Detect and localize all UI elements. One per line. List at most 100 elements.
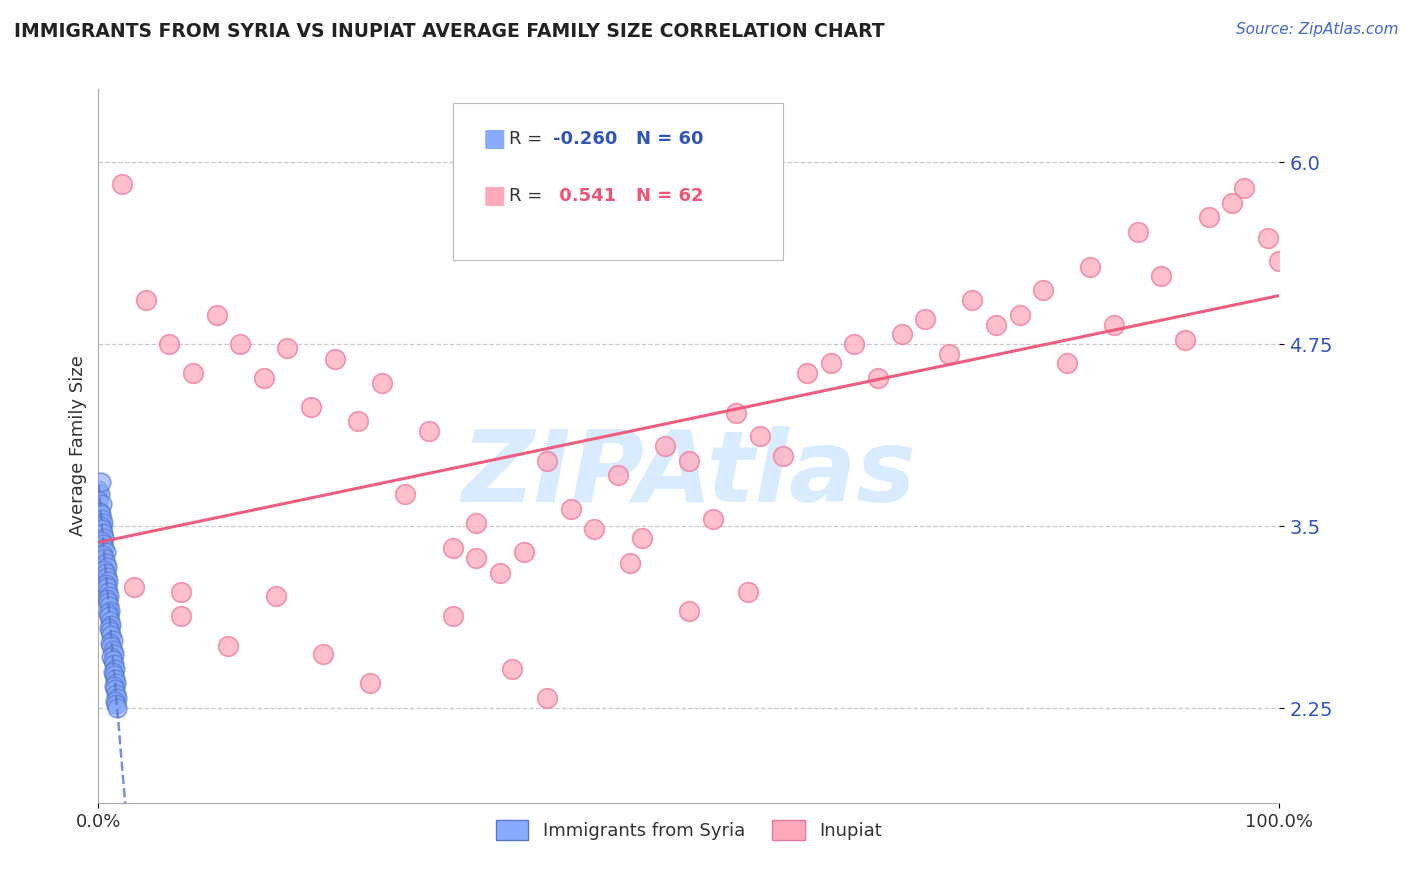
Point [98, 609, 121, 624]
Point [98, 621, 121, 635]
Legend: Immigrants from Syria, Inupiat: Immigrants from Syria, Inupiat [489, 813, 889, 847]
Point [91, 522, 114, 536]
Point [96, 580, 118, 594]
Point [772, 449, 794, 463]
Text: -0.260: -0.260 [553, 130, 617, 148]
Point [90, 508, 112, 522]
Point [103, 657, 125, 672]
Point [104, 694, 127, 708]
Point [866, 370, 889, 384]
Point [820, 356, 842, 370]
Point [312, 647, 335, 661]
Point [465, 516, 488, 531]
Point [394, 487, 416, 501]
Point [914, 312, 936, 326]
Point [725, 405, 748, 419]
Point [91, 516, 114, 531]
Text: N = 60: N = 60 [636, 130, 703, 148]
Point [98, 624, 121, 638]
Point [91, 536, 114, 550]
Point [441, 609, 464, 624]
Point [619, 556, 641, 570]
Point [489, 566, 512, 580]
Text: Source: ZipAtlas.com: Source: ZipAtlas.com [1236, 22, 1399, 37]
Point [101, 665, 124, 679]
Point [501, 662, 523, 676]
Point [97, 607, 120, 621]
Point [359, 676, 381, 690]
Point [96, 591, 118, 606]
Point [100, 618, 122, 632]
Point [122, 580, 145, 594]
Point [91, 533, 114, 548]
FancyBboxPatch shape [453, 103, 783, 260]
Point [94, 577, 117, 591]
Point [93, 551, 115, 566]
Point [748, 429, 770, 443]
Point [1102, 318, 1125, 332]
Point [97, 574, 120, 589]
Point [135, 293, 157, 308]
Point [98, 599, 121, 614]
Point [97, 584, 120, 599]
Point [1198, 211, 1220, 225]
Point [105, 676, 128, 690]
Point [264, 589, 287, 603]
Point [299, 400, 322, 414]
Point [1008, 308, 1031, 322]
Point [1220, 195, 1243, 210]
Point [796, 366, 818, 380]
Text: IMMIGRANTS FROM SYRIA VS INUPIAT AVERAGE FAMILY SIZE CORRELATION CHART: IMMIGRANTS FROM SYRIA VS INUPIAT AVERAGE… [14, 22, 884, 41]
Point [98, 603, 121, 617]
Point [89, 504, 111, 518]
Point [87, 483, 110, 497]
Point [844, 337, 866, 351]
Point [253, 370, 276, 384]
Point [323, 351, 346, 366]
Text: ■: ■ [482, 128, 506, 151]
Point [512, 545, 534, 559]
Point [96, 570, 118, 584]
Point [654, 439, 676, 453]
Point [105, 690, 128, 705]
Point [347, 414, 370, 428]
Point [678, 603, 700, 617]
Point [1233, 181, 1256, 195]
Point [101, 643, 124, 657]
Point [536, 690, 558, 705]
Point [91, 512, 114, 526]
Point [560, 501, 582, 516]
Point [205, 308, 228, 322]
Point [90, 519, 112, 533]
Point [465, 551, 488, 566]
Point [181, 366, 204, 380]
Point [96, 560, 118, 574]
Point [229, 337, 252, 351]
Point [89, 487, 111, 501]
Point [91, 526, 114, 541]
Text: 0.541: 0.541 [553, 187, 616, 205]
Point [1257, 231, 1279, 245]
Point [98, 635, 121, 649]
Point [1268, 254, 1291, 268]
Point [938, 347, 960, 361]
Point [418, 425, 440, 439]
Point [1032, 283, 1054, 297]
Point [93, 531, 115, 545]
Point [1126, 225, 1149, 239]
Point [104, 662, 127, 676]
Point [217, 639, 239, 653]
Point [94, 566, 117, 580]
Point [93, 541, 115, 555]
Text: R =: R = [509, 187, 548, 205]
Point [111, 177, 134, 191]
Text: ZIPAtlas: ZIPAtlas [461, 426, 917, 523]
Point [90, 475, 112, 490]
Point [170, 609, 193, 624]
Point [100, 639, 122, 653]
Point [94, 556, 117, 570]
Point [100, 628, 122, 642]
Point [105, 701, 128, 715]
Point [737, 584, 759, 599]
Point [101, 653, 124, 667]
